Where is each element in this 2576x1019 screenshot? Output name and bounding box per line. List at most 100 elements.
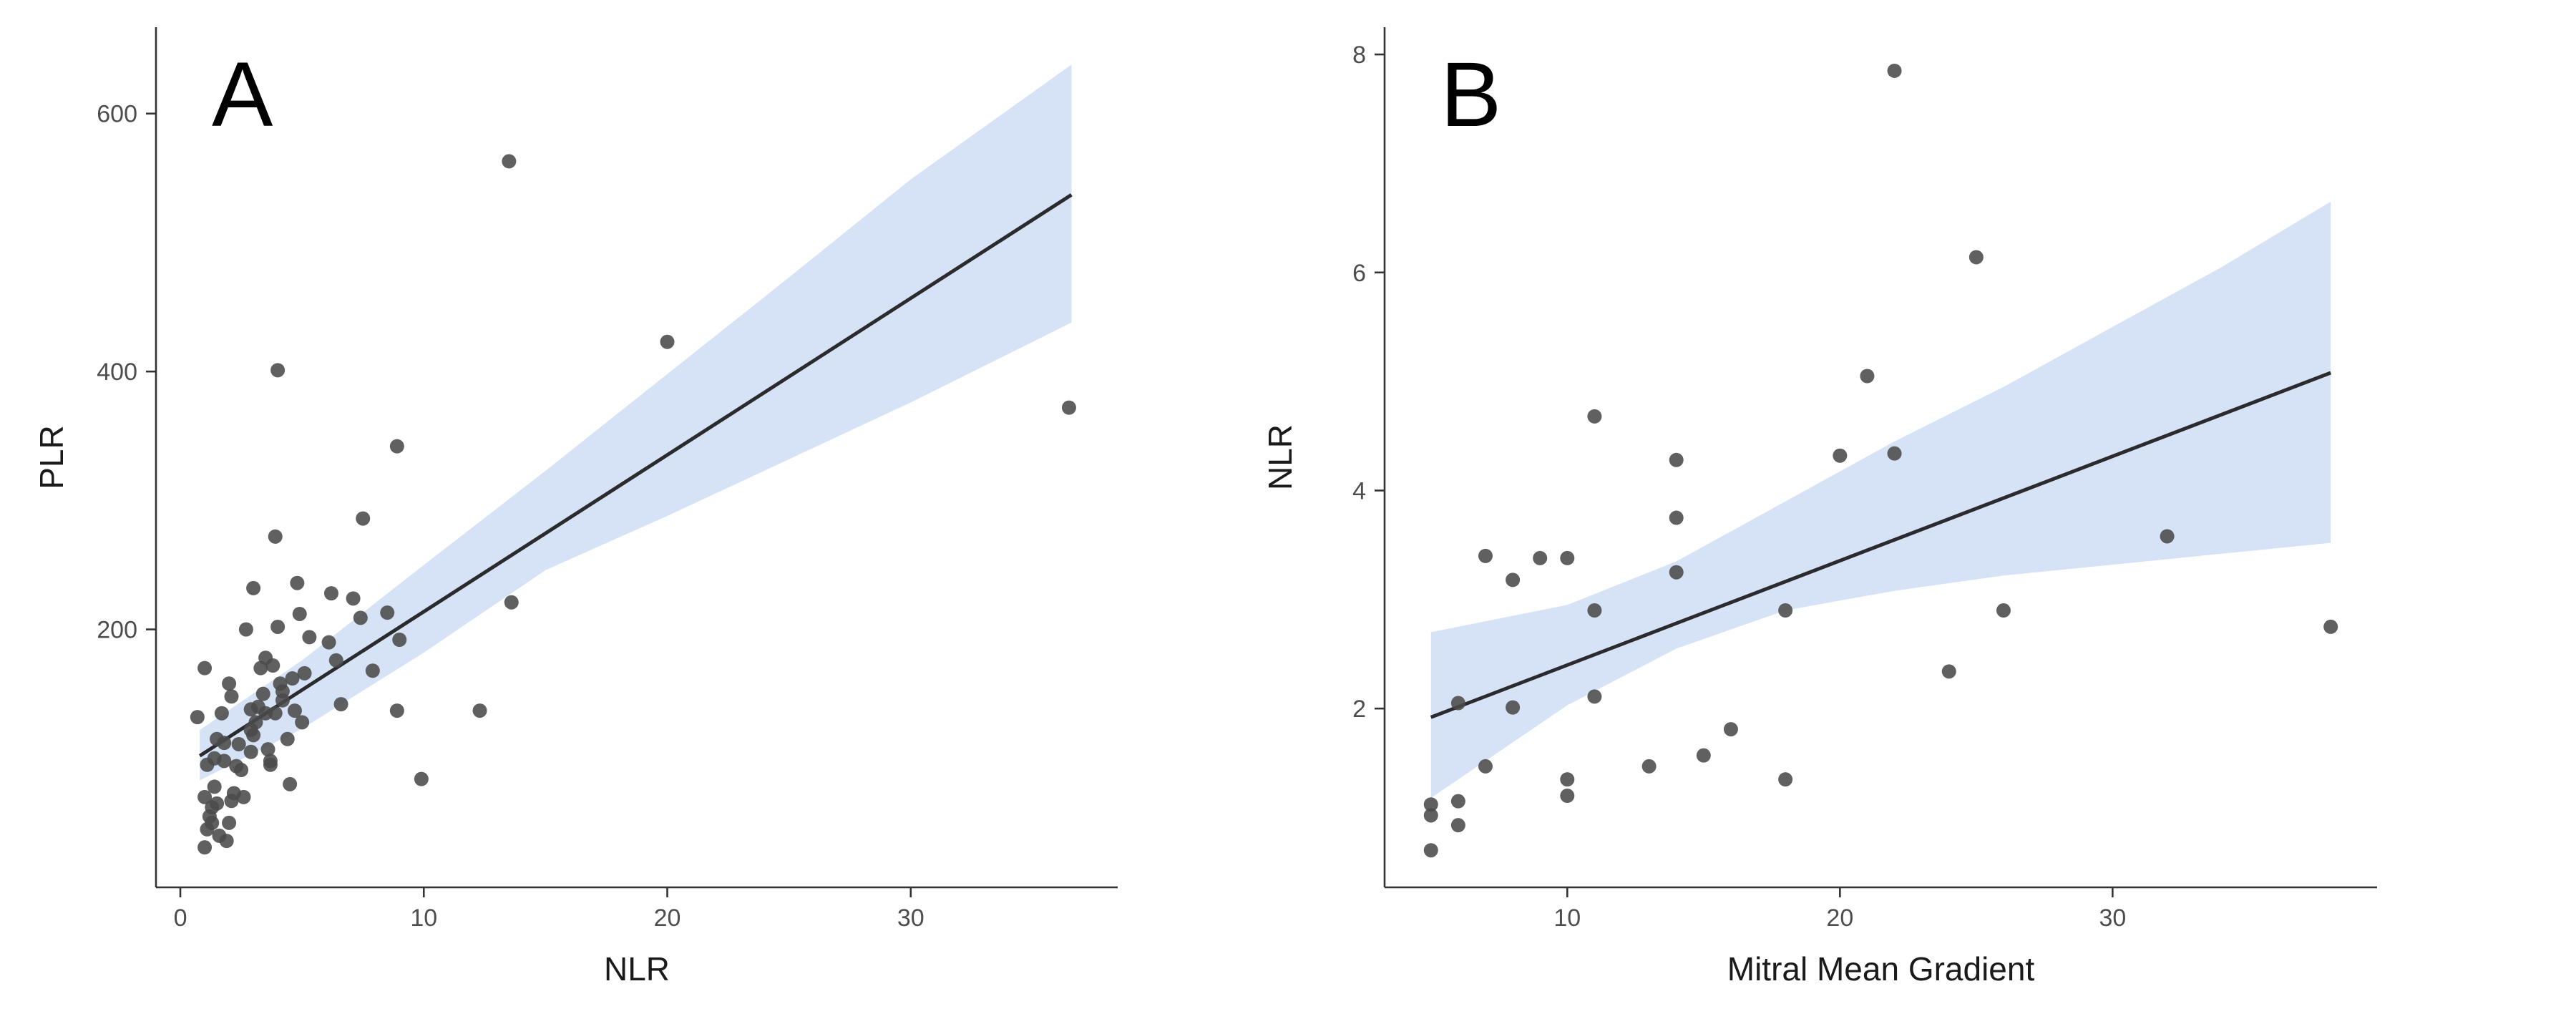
data-point-16 (197, 840, 213, 855)
data-point-68 (504, 595, 519, 610)
data-point-26 (243, 744, 258, 759)
y-tick-label: 6 (1352, 260, 1366, 287)
data-point-5 (1450, 818, 1465, 833)
data-point-49 (295, 715, 310, 730)
data-point-59 (356, 511, 371, 526)
data-point-33 (2323, 619, 2338, 634)
data-point-31 (1996, 603, 2011, 618)
data-point-21 (222, 676, 237, 691)
y-tick-label: 2 (1352, 696, 1366, 723)
data-point-22 (224, 689, 239, 704)
data-point-21 (1696, 748, 1711, 763)
data-point-2 (1423, 843, 1438, 858)
data-point-44 (280, 731, 295, 746)
data-point-28 (1887, 446, 1902, 461)
data-point-3 (197, 789, 213, 804)
data-point-17 (1641, 759, 1657, 774)
data-point-7 (207, 779, 222, 794)
x-tick-label: 10 (410, 905, 437, 932)
data-point-34 (260, 742, 275, 757)
regression-line (198, 193, 1073, 758)
data-point-4 (1450, 794, 1465, 809)
data-point-64 (389, 703, 404, 718)
data-point-69 (660, 334, 675, 349)
data-point-51 (297, 665, 312, 681)
data-point-36 (263, 757, 278, 772)
data-point-39 (270, 619, 286, 634)
data-point-66 (472, 703, 487, 718)
x-tick-label: 20 (1826, 905, 1853, 932)
confidence-band (1430, 201, 2331, 799)
data-point-43 (270, 363, 286, 378)
data-point-10 (1533, 550, 1548, 565)
data-point-47 (287, 703, 302, 718)
data-point-37 (265, 658, 280, 673)
data-point-24 (1778, 772, 1793, 787)
data-point-18 (210, 796, 225, 811)
data-point-15 (1587, 603, 1602, 618)
data-point-46 (285, 671, 300, 686)
data-point-8 (1506, 572, 1521, 587)
panel-a: 0 10 20 30 200 400 600 NLR PLR A (33, 27, 1118, 988)
data-point-50 (292, 606, 307, 621)
data-point-67 (502, 154, 517, 169)
data-point-32 (255, 686, 270, 701)
confidence-band (200, 64, 1072, 781)
data-point-62 (389, 439, 404, 454)
x-tick-label: 30 (2099, 905, 2126, 932)
data-point-25 (238, 622, 253, 637)
data-point-52 (302, 630, 317, 645)
data-point-55 (328, 653, 343, 668)
data-point-70 (1061, 400, 1076, 415)
data-point-13 (1560, 789, 1575, 804)
panel-label: B (1440, 44, 1501, 146)
data-point-20 (1669, 565, 1684, 580)
data-point-48 (290, 575, 305, 590)
data-point-3 (1450, 696, 1465, 711)
data-point-60 (365, 663, 380, 678)
data-point-25 (1833, 448, 1848, 463)
data-point-0 (190, 710, 205, 725)
data-point-30 (1968, 250, 1984, 265)
data-point-20 (231, 736, 246, 751)
y-axis-title: PLR (33, 425, 70, 489)
y-tick-label: 600 (97, 101, 137, 128)
data-point-56 (333, 697, 348, 712)
data-point-42 (268, 529, 283, 544)
x-tick-label: 0 (174, 905, 187, 932)
data-point-22 (1723, 722, 1738, 737)
data-point-9 (214, 706, 229, 721)
y-axis-title: NLR (1262, 424, 1299, 490)
data-point-58 (353, 610, 368, 625)
data-point-54 (323, 586, 338, 601)
x-axis-title: NLR (604, 950, 670, 988)
data-point-11 (1560, 550, 1575, 565)
y-tick-label: 8 (1352, 42, 1366, 69)
data-point-23 (1778, 603, 1793, 618)
data-point-0 (1423, 797, 1438, 812)
data-point-57 (346, 591, 361, 606)
data-point-17 (205, 815, 220, 830)
data-point-16 (1587, 689, 1602, 704)
data-point-1 (1423, 808, 1438, 823)
data-point-74 (275, 684, 290, 699)
data-point-75 (217, 736, 232, 751)
x-tick-label: 20 (654, 905, 681, 932)
data-point-29 (1941, 664, 1956, 679)
data-point-73 (258, 706, 273, 721)
panel-label: A (212, 44, 273, 146)
data-point-18 (1669, 452, 1684, 467)
data-point-7 (1478, 759, 1493, 774)
data-point-27 (1887, 63, 1902, 78)
data-point-6 (1478, 548, 1493, 563)
x-tick-label: 10 (1553, 905, 1581, 932)
data-point-61 (380, 605, 395, 620)
data-point-63 (392, 632, 407, 647)
regression-line (1430, 371, 2332, 719)
x-axis-title: Mitral Mean Gradient (1727, 950, 2035, 988)
data-point-12 (1560, 772, 1575, 787)
data-point-30 (246, 580, 261, 595)
data-point-26 (1860, 369, 1875, 384)
data-point-24 (236, 789, 251, 804)
